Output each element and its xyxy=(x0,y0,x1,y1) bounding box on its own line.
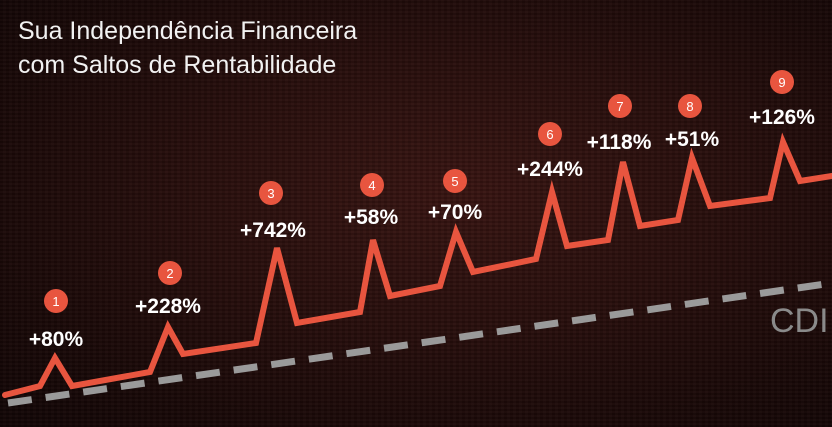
jump-percent-label: +244% xyxy=(517,158,583,181)
jump-8: 8 +51% xyxy=(665,94,720,151)
jump-badge xyxy=(770,70,794,94)
jump-percent-label: +742% xyxy=(240,219,306,242)
title-line-1: Sua Independência Financeira xyxy=(18,17,358,45)
cdi-layer: CDI xyxy=(7,279,832,407)
jump-badge xyxy=(360,173,384,197)
jump-badge xyxy=(538,122,562,146)
jump-1: 1 +80% xyxy=(29,289,84,351)
jump-badge xyxy=(158,261,182,285)
cdi-line xyxy=(7,279,832,407)
jump-number: 3 xyxy=(267,186,274,201)
jump-line-layer xyxy=(2,132,832,398)
jump-9: 9 +126% xyxy=(749,70,815,129)
jump-number: 5 xyxy=(451,174,458,189)
jump-badge xyxy=(608,94,632,118)
jump-percent-label: +58% xyxy=(344,206,399,229)
jump-number: 4 xyxy=(368,178,375,193)
jump-number: 9 xyxy=(778,75,785,90)
jump-percent-label: +70% xyxy=(428,201,483,224)
chart-title: Sua Independência Financeira com Saltos … xyxy=(18,14,357,82)
title-line-2: com Saltos de Rentabilidade xyxy=(18,51,337,79)
jump-line xyxy=(2,132,832,398)
jump-percent-label: +126% xyxy=(749,106,815,129)
jump-7: 7 +118% xyxy=(587,94,652,154)
jump-number: 2 xyxy=(166,266,173,281)
cdi-label: CDI xyxy=(770,302,829,340)
jump-2: 2 +228% xyxy=(135,261,201,318)
jump-number: 1 xyxy=(52,294,59,309)
jump-percent-label: +118% xyxy=(587,131,652,154)
jump-badge xyxy=(678,94,702,118)
jump-percent-label: +80% xyxy=(29,328,84,351)
jump-6: 6 +244% xyxy=(517,122,583,181)
jump-number: 7 xyxy=(616,99,623,114)
jump-4: 4 +58% xyxy=(344,173,399,229)
jump-5: 5 +70% xyxy=(428,169,483,224)
jump-percent-label: +51% xyxy=(665,128,720,151)
jump-number: 6 xyxy=(546,127,553,142)
jump-badge xyxy=(259,181,283,205)
jump-3: 3 +742% xyxy=(240,181,306,242)
jump-number: 8 xyxy=(686,99,693,114)
jump-badge xyxy=(44,289,68,313)
jump-badge xyxy=(443,169,467,193)
jump-percent-label: +228% xyxy=(135,295,201,318)
jump-label-layer: 1 +80% 2 +228% 3 +742% 4 +58% 5 +70% 6 +244% 7 +118% 8… xyxy=(29,70,815,351)
